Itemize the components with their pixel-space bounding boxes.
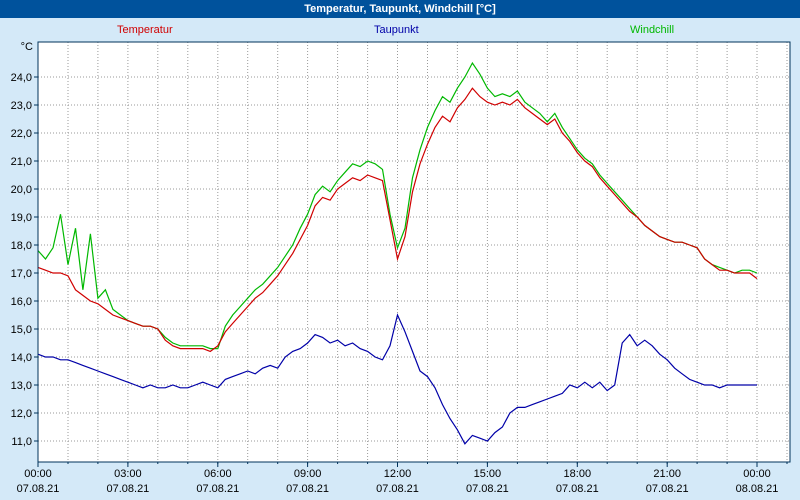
x-tick-date-label: 07.08.21 bbox=[17, 483, 60, 495]
page-title: Temperatur, Taupunkt, Windchill [°C] bbox=[304, 3, 496, 15]
y-tick-label: 21,0 bbox=[11, 156, 32, 168]
title-bar: Temperatur, Taupunkt, Windchill [°C] bbox=[0, 0, 800, 18]
y-tick-label: 13,0 bbox=[11, 380, 32, 392]
x-tick-time-label: 09:00 bbox=[294, 468, 322, 480]
y-tick-label: 16,0 bbox=[11, 296, 32, 308]
x-tick-date-label: 07.08.21 bbox=[466, 483, 509, 495]
y-axis-unit-label: °C bbox=[21, 41, 33, 53]
legend-taupunkt: Taupunkt bbox=[374, 24, 419, 36]
legend-temperatur: Temperatur bbox=[117, 24, 173, 36]
x-tick-date-label: 07.08.21 bbox=[106, 483, 149, 495]
y-tick-label: 15,0 bbox=[11, 324, 32, 336]
x-tick-time-label: 21:00 bbox=[653, 468, 681, 480]
y-tick-label: 20,0 bbox=[11, 184, 32, 196]
x-tick-date-label: 07.08.21 bbox=[286, 483, 329, 495]
y-tick-label: 24,0 bbox=[11, 72, 32, 84]
x-tick-time-label: 06:00 bbox=[204, 468, 232, 480]
y-tick-label: 11,0 bbox=[11, 436, 32, 448]
y-tick-label: 22,0 bbox=[11, 128, 32, 140]
legend-windchill: Windchill bbox=[630, 24, 675, 36]
y-tick-label: 19,0 bbox=[11, 212, 32, 224]
y-tick-label: 17,0 bbox=[11, 268, 32, 280]
y-tick-label: 18,0 bbox=[11, 240, 32, 252]
x-tick-time-label: 12:00 bbox=[384, 468, 412, 480]
x-tick-date-label: 07.08.21 bbox=[556, 483, 599, 495]
x-tick-time-label: 00:00 bbox=[743, 468, 771, 480]
y-tick-label: 23,0 bbox=[11, 100, 32, 112]
y-tick-label: 14,0 bbox=[11, 352, 32, 364]
x-tick-time-label: 18:00 bbox=[564, 468, 592, 480]
plot-background bbox=[38, 42, 790, 462]
x-tick-date-label: 07.08.21 bbox=[646, 483, 689, 495]
series-line-taupunkt bbox=[37, 313, 757, 445]
y-tick-label: 12,0 bbox=[11, 408, 32, 420]
series-line-temperatur bbox=[37, 87, 758, 353]
x-tick-date-label: 07.08.21 bbox=[376, 483, 419, 495]
plot-border bbox=[37, 41, 791, 463]
x-tick-time-label: 15:00 bbox=[474, 468, 502, 480]
x-tick-time-label: 03:00 bbox=[114, 468, 142, 480]
x-tick-time-label: 00:00 bbox=[24, 468, 52, 480]
x-tick-date-label: 07.08.21 bbox=[196, 483, 239, 495]
x-tick-date-label: 08.08.21 bbox=[736, 483, 779, 495]
